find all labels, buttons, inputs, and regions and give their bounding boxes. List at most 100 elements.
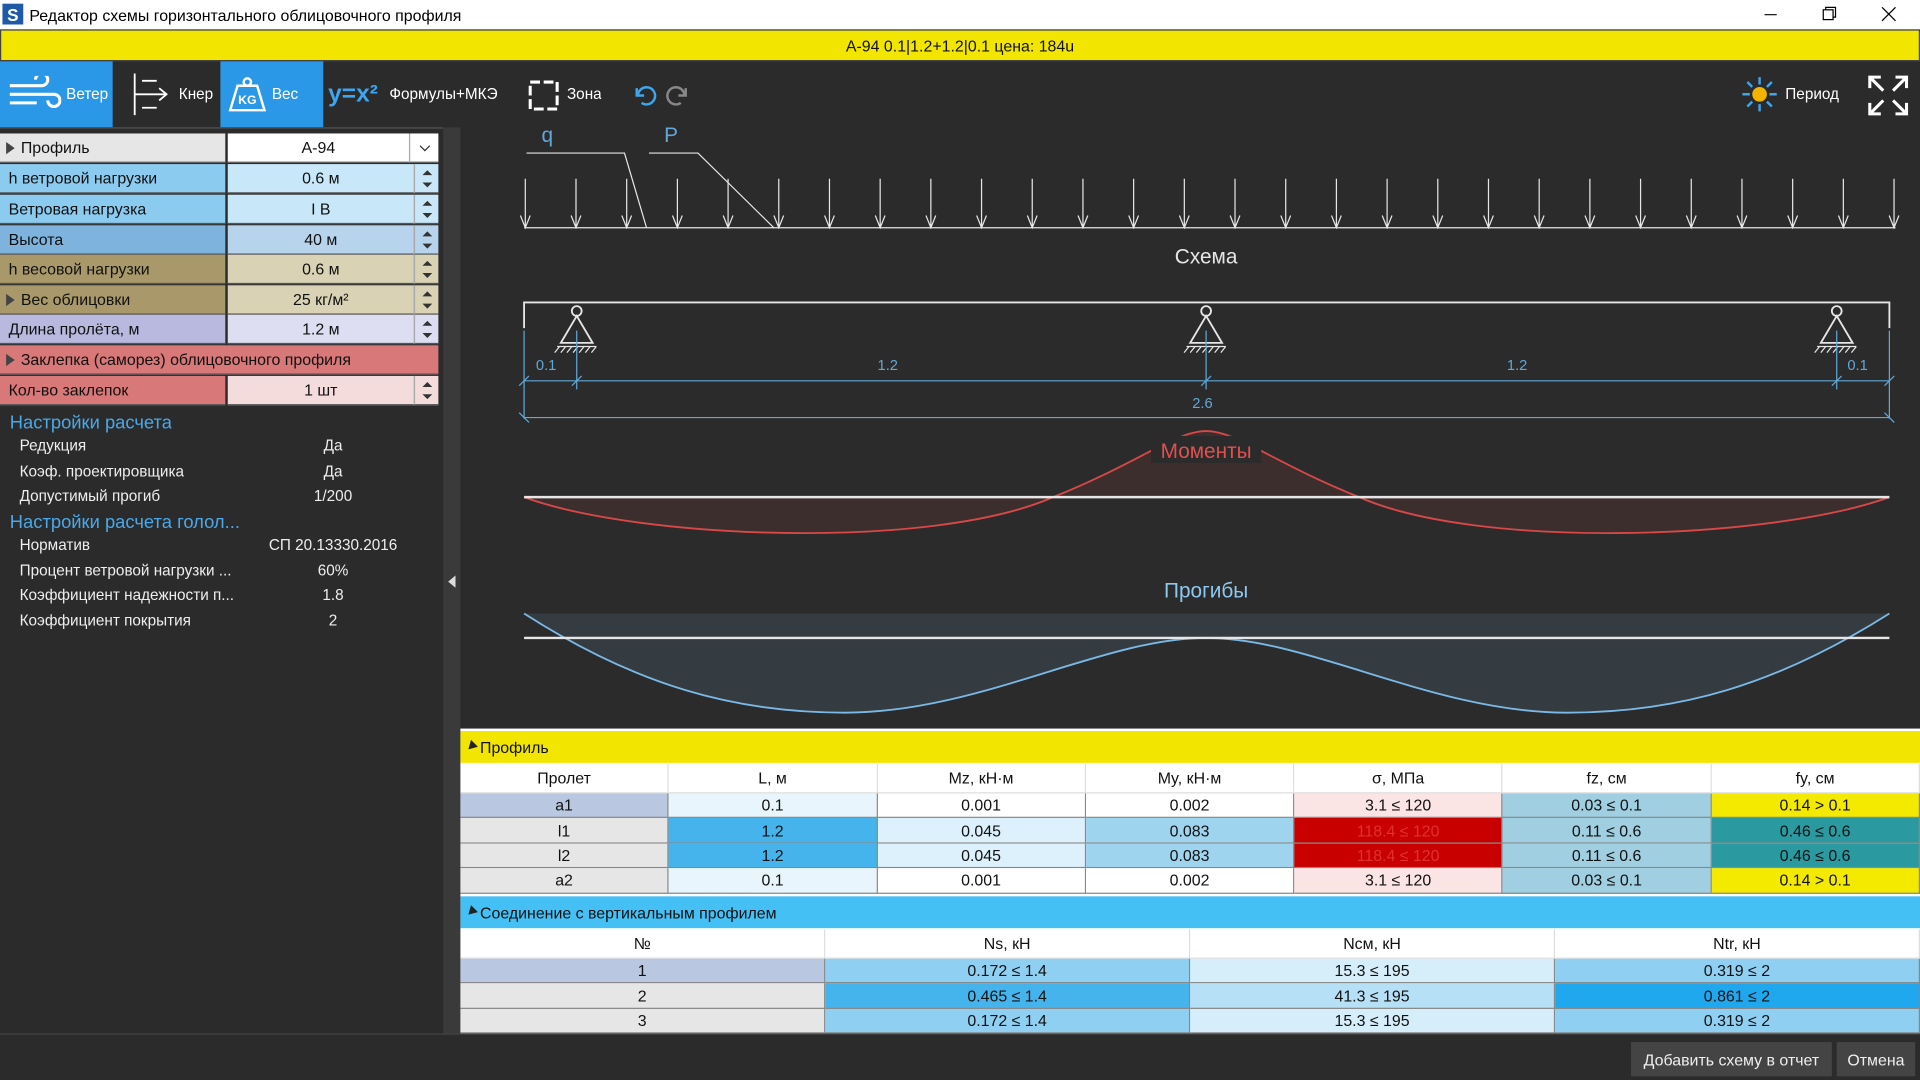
kner-button[interactable]: Кнер	[113, 61, 221, 127]
table-cell: 3	[460, 1008, 826, 1034]
header-bar: А-94 0.1|1.2+1.2|0.1 цена: 184u	[0, 29, 1920, 62]
diagram: q P Схема 0.1 1.2 1.2 0.1 2.6 Моменты Прогибы	[518, 127, 1900, 714]
weight-button[interactable]: KG Вес	[220, 61, 324, 128]
table-cell: 15.3 ≤ 195	[1190, 1008, 1556, 1034]
load-arrow	[874, 178, 886, 230]
expand-arrow[interactable]	[6, 293, 15, 307]
section-header[interactable]: Соединение с вертикальным профилем	[460, 896, 1920, 929]
property-label: h ветровой нагрузки	[0, 164, 226, 194]
splitter[interactable]	[443, 127, 461, 1034]
table-cell: 0.002	[1085, 793, 1295, 819]
support-ground	[1814, 345, 1857, 354]
zone-button[interactable]: Зона	[522, 61, 625, 127]
property-label: h весовой нагрузки	[0, 254, 226, 285]
spinner[interactable]	[413, 314, 439, 345]
support-ground	[554, 345, 597, 354]
property-value[interactable]: 0.6 м	[227, 164, 414, 194]
table-cell: 0.083	[1085, 843, 1295, 869]
load-arrow	[671, 178, 683, 230]
spinner[interactable]	[413, 254, 439, 285]
column-header: Ns, кН	[825, 929, 1191, 959]
p-leader	[648, 152, 775, 229]
property-value[interactable]: 40 м	[227, 225, 414, 255]
spinner[interactable]	[413, 225, 439, 255]
title-bar: S Редактор схемы горизонтального облицов…	[0, 0, 1920, 30]
property-value[interactable]: 1.2 м	[227, 314, 414, 345]
zone-label: Зона	[566, 85, 602, 103]
window-controls[interactable]	[1739, 0, 1920, 29]
property-value[interactable]: I В	[227, 194, 414, 225]
wind-button[interactable]: Ветер	[0, 61, 113, 128]
expand-arrow[interactable]	[6, 142, 15, 155]
undo-redo[interactable]	[629, 81, 693, 108]
load-arrow	[824, 178, 835, 230]
load-arrow	[1787, 178, 1799, 230]
spinner[interactable]	[413, 164, 439, 194]
section-header[interactable]: Профиль	[460, 731, 1920, 763]
column-header: fy, см	[1711, 764, 1920, 794]
load-arrow	[976, 178, 988, 230]
table-cell: 0.11 ≤ 0.6	[1502, 818, 1712, 844]
property-label: Длина пролёта, м	[0, 314, 226, 345]
table-cell: 118.4 ≤ 120	[1294, 843, 1503, 869]
property-value[interactable]: 25 кг/м²	[227, 285, 414, 315]
add-button[interactable]: Добавить схему в отчет	[1631, 1042, 1832, 1077]
load-arrow	[1178, 178, 1190, 230]
dim-total	[523, 389, 1891, 419]
period-button[interactable]: Период	[1736, 61, 1858, 127]
cancel-button[interactable]: Отмена	[1836, 1042, 1916, 1077]
load-arrow	[1229, 178, 1241, 230]
table-cell: l2	[460, 843, 669, 869]
property-value[interactable]: 0.6 м	[227, 254, 414, 285]
setting-label: Норматив	[19, 536, 91, 554]
table-cell: 1	[460, 958, 826, 984]
property-label: Ветровая нагрузка	[0, 194, 226, 225]
load-arrow	[1077, 178, 1089, 230]
app-icon: S	[2, 3, 24, 25]
column-header: Ntr, кН	[1555, 929, 1920, 959]
setting-label: Коэф. проектировщика	[19, 462, 185, 480]
table-cell: 0.1	[668, 868, 878, 894]
setting-value: 1/200	[313, 487, 353, 505]
dim-tick	[518, 375, 530, 387]
column-header: Пролет	[460, 764, 669, 794]
expand-arrow[interactable]	[6, 353, 15, 367]
period-icon	[1742, 77, 1777, 112]
setting-value: 2	[328, 611, 338, 629]
bottom-bar: Добавить схему в отчет Отмена	[0, 1033, 1920, 1080]
spinner[interactable]	[413, 375, 439, 406]
table-cell: 0.045	[877, 843, 1086, 869]
load-arrow	[1026, 178, 1038, 230]
load-arrow	[1584, 178, 1596, 230]
table-cell: 3.1 ≤ 120	[1294, 868, 1503, 894]
formula-icon: y=x²	[328, 80, 378, 108]
spinner[interactable]	[413, 285, 439, 315]
table-cell: 0.045	[877, 818, 1086, 844]
property-label[interactable]: Вес облицовки	[0, 285, 226, 315]
kner-label: Кнер	[178, 85, 214, 103]
q-label: q	[542, 127, 554, 147]
setting-value: СП 20.13330.2016	[268, 536, 398, 554]
settings-title: Настройки расчета	[9, 412, 172, 433]
load-arrow	[1280, 178, 1292, 230]
property-value[interactable]: 1 шт	[227, 375, 414, 406]
property-label[interactable]: Заклепка (саморез) облицовочного профиля	[0, 345, 439, 375]
moments-title: Моменты	[1161, 440, 1252, 463]
property-label[interactable]: Профиль	[0, 133, 226, 163]
table-cell: 0.319 ≤ 2	[1555, 1008, 1920, 1034]
property-value[interactable]: А-94	[227, 133, 409, 163]
dim-tick	[1884, 375, 1895, 387]
formula-button[interactable]: y=x² Формулы+МКЭ	[323, 61, 521, 127]
load-arrow	[1837, 178, 1849, 230]
dim-tick	[518, 412, 1895, 423]
load-arrow	[519, 178, 531, 230]
weight-icon-text: KG	[238, 93, 257, 108]
period-label: Период	[1785, 85, 1839, 103]
scheme-title: Схема	[1175, 245, 1238, 268]
fullscreen-icon[interactable]	[1866, 73, 1910, 117]
dropdown-button[interactable]	[408, 133, 439, 163]
spinner[interactable]	[413, 194, 439, 225]
p-label: P	[664, 127, 678, 147]
load-arrow	[1483, 178, 1494, 230]
